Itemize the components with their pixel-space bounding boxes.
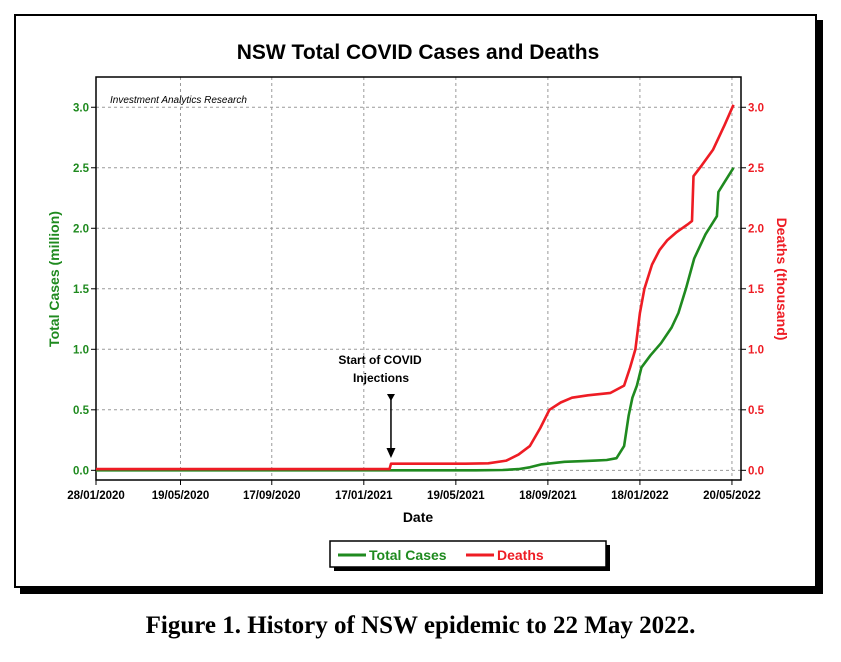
y-left-tick-label: 1.0 xyxy=(73,344,89,356)
y-right-tick-label: 1.5 xyxy=(748,284,765,296)
y-right-tick-label: 3.0 xyxy=(748,102,764,114)
y-left-tick-label: 3.0 xyxy=(73,102,89,114)
x-axis-label: Date xyxy=(403,509,434,525)
figure-caption: Figure 1. History of NSW epidemic to 22 … xyxy=(145,612,696,639)
chart-title: NSW Total COVID Cases and Deaths xyxy=(237,41,600,64)
y-axis-left-label: Total Cases (million) xyxy=(46,211,62,347)
y-right-tick-label: 1.0 xyxy=(748,344,764,356)
x-tick-label: 19/05/2021 xyxy=(427,490,485,502)
deaths-line xyxy=(96,104,735,471)
legend-label-deaths: Deaths xyxy=(497,547,544,563)
annotation-line-2: Injections xyxy=(353,371,409,385)
annotation-arrow-tail xyxy=(386,394,395,401)
y-left-tick-label: 1.5 xyxy=(73,284,90,296)
plot-area xyxy=(95,76,742,481)
x-tick-label: 20/05/2022 xyxy=(703,490,761,502)
y-left-tick-label: 2.5 xyxy=(73,163,90,175)
y-axis-right-label: Deaths (thousand) xyxy=(774,218,790,341)
y-left-tick-label: 0.0 xyxy=(73,465,89,477)
x-tick-label: 28/01/2020 xyxy=(67,490,125,502)
y-right-tick-label: 2.0 xyxy=(748,223,764,235)
x-tick-label: 18/01/2022 xyxy=(611,490,669,502)
total-cases-line xyxy=(96,167,735,472)
grid xyxy=(96,77,741,480)
y-right-tick-label: 0.5 xyxy=(748,405,765,417)
x-tick-label: 19/05/2020 xyxy=(152,490,210,502)
legend-label-total-cases: Total Cases xyxy=(369,547,447,563)
annotation: Start of COVID Injections xyxy=(338,353,422,458)
annotation-line-1: Start of COVID xyxy=(338,353,422,367)
y-left-tick-label: 0.5 xyxy=(73,405,90,417)
x-tick-label: 17/01/2021 xyxy=(335,490,393,502)
series-lines xyxy=(96,104,735,472)
legend: Total Cases Deaths xyxy=(329,540,610,571)
axis-ticks: 28/01/2020 19/05/2020 17/09/2020 17/01/2021… xyxy=(67,102,764,502)
y-right-tick-label: 0.0 xyxy=(748,465,764,477)
y-right-tick-label: 2.5 xyxy=(748,163,765,175)
annotation-arrow-head xyxy=(386,448,396,458)
chart: NSW Total COVID Cases and Deaths Investm… xyxy=(46,41,790,571)
x-tick-label: 18/09/2021 xyxy=(519,490,577,502)
x-tick-label: 17/09/2020 xyxy=(243,490,301,502)
y-left-tick-label: 2.0 xyxy=(73,223,89,235)
watermark-text: Investment Analytics Research xyxy=(110,95,247,106)
